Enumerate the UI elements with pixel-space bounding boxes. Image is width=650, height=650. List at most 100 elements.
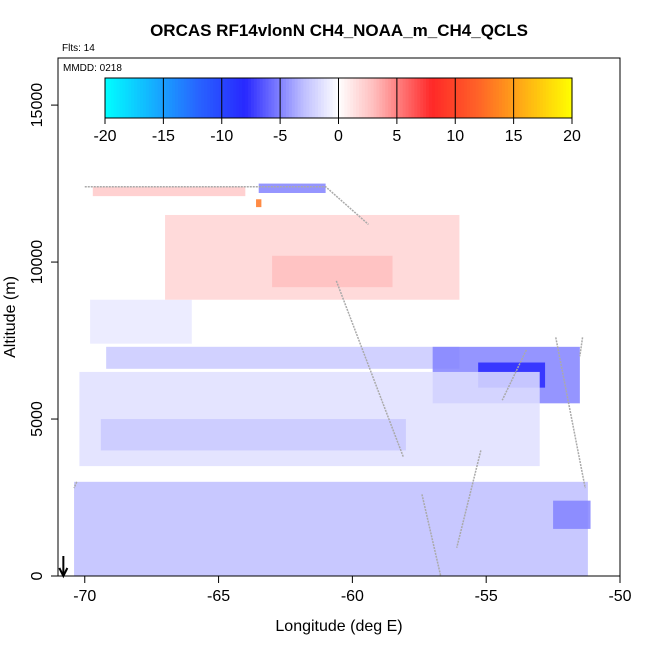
- colorbar-swatch: [195, 78, 199, 118]
- colorbar-swatch: [443, 78, 448, 118]
- colorbar-swatch: [134, 78, 138, 118]
- x-axis-label: Longitude (deg E): [275, 618, 402, 635]
- heatmap-cell: [272, 255, 393, 288]
- colorbar-swatch: [402, 78, 407, 118]
- x-tick-label: -55: [475, 588, 498, 605]
- colorbar-tick-label: 10: [446, 128, 464, 145]
- colorbar-swatch: [166, 78, 170, 118]
- colorbar-swatch: [177, 78, 182, 118]
- colorbar-swatch: [364, 78, 369, 118]
- colorbar-swatch: [487, 78, 491, 118]
- colorbar-swatch: [265, 78, 270, 118]
- heatmap-cell: [92, 186, 246, 197]
- colorbar-swatch: [107, 78, 112, 118]
- plot-frame: [57, 57, 621, 577]
- y-tick-label: 0: [29, 571, 46, 580]
- colorbar-swatch: [175, 78, 179, 118]
- colorbar-swatch: [428, 78, 433, 118]
- colorbar-swatch: [525, 78, 529, 118]
- colorbar-swatch: [145, 78, 150, 118]
- colorbar-swatch: [239, 78, 243, 118]
- colorbar-swatch: [516, 78, 521, 118]
- colorbar-swatch: [320, 78, 325, 118]
- colorbar-swatch: [210, 78, 214, 118]
- colorbar-tick-label: -15: [152, 128, 175, 145]
- heatmap-cell: [256, 199, 262, 208]
- colorbar-swatch: [399, 78, 404, 118]
- colorbar-swatch: [291, 78, 296, 118]
- colorbar-swatch: [125, 78, 129, 118]
- x-tick-label: -70: [73, 588, 96, 605]
- colorbar-swatch: [137, 78, 141, 118]
- heatmap-cell: [553, 500, 591, 529]
- colorbar-swatch: [522, 78, 526, 118]
- colorbar-swatch: [280, 78, 284, 118]
- colorbar-swatch: [461, 78, 465, 118]
- flights-label: Flts: 14: [62, 43, 95, 54]
- colorbar-swatch: [484, 78, 488, 118]
- colorbar-swatch: [350, 78, 354, 118]
- colorbar-swatch: [283, 78, 287, 118]
- colorbar-swatch: [539, 78, 544, 118]
- colorbar-swatch: [420, 78, 424, 118]
- colorbar-swatch: [423, 78, 427, 118]
- colorbar-swatch: [560, 78, 564, 118]
- colorbar-swatch: [557, 78, 561, 118]
- flight-track: [579, 337, 584, 357]
- colorbar-swatch: [105, 78, 109, 118]
- colorbar-swatch: [312, 78, 316, 118]
- colorbar-swatch: [356, 78, 360, 118]
- colorbar-swatch: [128, 78, 132, 118]
- colorbar-tick-label: -10: [210, 128, 233, 145]
- colorbar-swatch: [504, 78, 509, 118]
- colorbar-swatch: [469, 78, 474, 118]
- colorbar-swatch: [294, 78, 299, 118]
- colorbar-swatch: [417, 78, 421, 118]
- colorbar-swatch: [189, 78, 194, 118]
- colorbar-swatch: [110, 78, 115, 118]
- colorbar-swatch: [122, 78, 127, 118]
- colorbar-swatch: [452, 78, 456, 118]
- colorbar-swatch: [367, 78, 372, 118]
- colorbar-swatch: [496, 78, 500, 118]
- colorbar-swatch: [233, 78, 237, 118]
- colorbar-swatch: [449, 78, 453, 118]
- colorbar-swatch: [478, 78, 483, 118]
- colorbar-swatch: [507, 78, 512, 118]
- colorbar-swatch: [224, 78, 229, 118]
- colorbar-swatch: [172, 78, 176, 118]
- colorbar-swatch: [531, 78, 535, 118]
- colorbar-swatch: [306, 78, 310, 118]
- colorbar-swatch: [569, 78, 573, 118]
- colorbar-swatch: [440, 78, 445, 118]
- colorbar-swatch: [490, 78, 494, 118]
- chart-title: ORCAS RF14vlonN CH4_NOAA_m_CH4_QCLS: [150, 21, 528, 40]
- colorbar-swatch: [493, 78, 497, 118]
- flight-track: [501, 349, 528, 401]
- colorbar-swatch: [335, 78, 340, 118]
- colorbar-swatch: [318, 78, 322, 118]
- colorbar-swatch: [329, 78, 334, 118]
- colorbar-swatch: [154, 78, 159, 118]
- colorbar-swatch: [140, 78, 144, 118]
- heatmap-cell: [90, 299, 192, 344]
- heatmap-cell: [74, 481, 588, 576]
- colorbar-swatch: [358, 78, 363, 118]
- colorbar-tick-label: 15: [505, 128, 523, 145]
- colorbar-swatch: [545, 78, 550, 118]
- y-tick-label: 15000: [29, 83, 46, 128]
- colorbar-swatch: [382, 78, 386, 118]
- colorbar-swatch: [183, 78, 188, 118]
- colorbar-swatch: [548, 78, 553, 118]
- colorbar-tick-label: 0: [334, 128, 343, 145]
- colorbar-swatch: [466, 78, 471, 118]
- colorbar-swatch: [245, 78, 249, 118]
- colorbar-swatch: [361, 78, 366, 118]
- colorbar-swatch: [160, 78, 164, 118]
- colorbar-swatch: [288, 78, 293, 118]
- ascent-arrow: [58, 556, 69, 579]
- x-tick-label: -65: [207, 588, 230, 605]
- date-label: MMDD: 0218: [63, 63, 122, 74]
- colorbar-swatch: [236, 78, 240, 118]
- colorbar-swatch: [309, 78, 313, 118]
